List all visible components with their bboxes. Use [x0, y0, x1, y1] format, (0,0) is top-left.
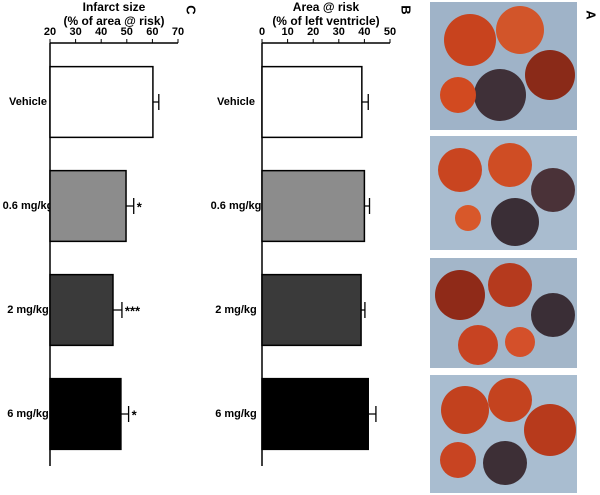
category-label: 2 mg/kg	[215, 304, 257, 316]
chart-subtitle: (% of area @ risk)	[63, 14, 164, 28]
slice	[505, 327, 535, 357]
slice	[525, 50, 575, 100]
photo-panel: A	[430, 2, 599, 493]
error-bar	[368, 406, 377, 422]
significance: ***	[125, 303, 141, 318]
chart-title: Area @ risk	[293, 0, 360, 14]
category-label: 6 mg/kg	[7, 408, 49, 420]
significance: *	[132, 407, 138, 422]
bar	[49, 169, 127, 243]
slice	[488, 143, 532, 187]
panel-label: A	[584, 10, 599, 20]
slice	[531, 293, 575, 337]
x-tick-label: 40	[95, 26, 107, 38]
slice	[438, 148, 482, 192]
slice	[440, 77, 476, 113]
slice	[458, 325, 498, 365]
panel-label: C	[184, 5, 199, 15]
slice	[488, 378, 532, 422]
category-label: Vehicle	[9, 96, 47, 108]
error-bar	[361, 302, 366, 318]
bar	[261, 65, 363, 139]
x-tick-label: 20	[44, 26, 56, 38]
slice	[435, 270, 485, 320]
slice	[444, 14, 496, 66]
slice	[531, 168, 575, 212]
error-bar	[152, 94, 160, 110]
slice	[524, 404, 576, 456]
slice	[488, 263, 532, 307]
panel-label: B	[399, 5, 414, 14]
category-label: 6 mg/kg	[215, 408, 257, 420]
error-bar	[120, 406, 130, 422]
x-tick-label: 30	[333, 26, 345, 38]
significance: *	[137, 199, 143, 214]
error-bar	[361, 94, 369, 110]
slice	[441, 386, 489, 434]
x-tick-label: 20	[307, 26, 319, 38]
slice	[496, 6, 544, 54]
x-tick-label: 60	[146, 26, 158, 38]
bar	[261, 377, 369, 451]
category-label: 0.6 mg/kg	[3, 200, 54, 212]
slice	[491, 198, 539, 246]
bar	[261, 273, 362, 347]
chart-subtitle: (% of left ventricle)	[272, 14, 379, 28]
x-tick-label: 40	[358, 26, 370, 38]
bar	[261, 169, 366, 243]
bar	[49, 377, 122, 451]
slice	[455, 205, 481, 231]
category-label: Vehicle	[217, 96, 255, 108]
error-bar	[364, 198, 371, 214]
category-label: 0.6 mg/kg	[211, 200, 262, 212]
chart-title: Infarct size	[83, 0, 146, 14]
slice	[474, 69, 526, 121]
x-tick-label: 0	[259, 26, 265, 38]
bar	[49, 65, 154, 139]
error-bar	[126, 198, 135, 214]
category-label: 2 mg/kg	[7, 304, 49, 316]
x-tick-label: 70	[172, 26, 184, 38]
x-tick-label: 50	[121, 26, 133, 38]
error-bar	[112, 302, 123, 318]
slice	[440, 442, 476, 478]
x-tick-label: 10	[281, 26, 293, 38]
x-tick-label: 30	[69, 26, 81, 38]
x-tick-label: 50	[384, 26, 396, 38]
slice	[483, 441, 527, 485]
bar	[49, 273, 114, 347]
